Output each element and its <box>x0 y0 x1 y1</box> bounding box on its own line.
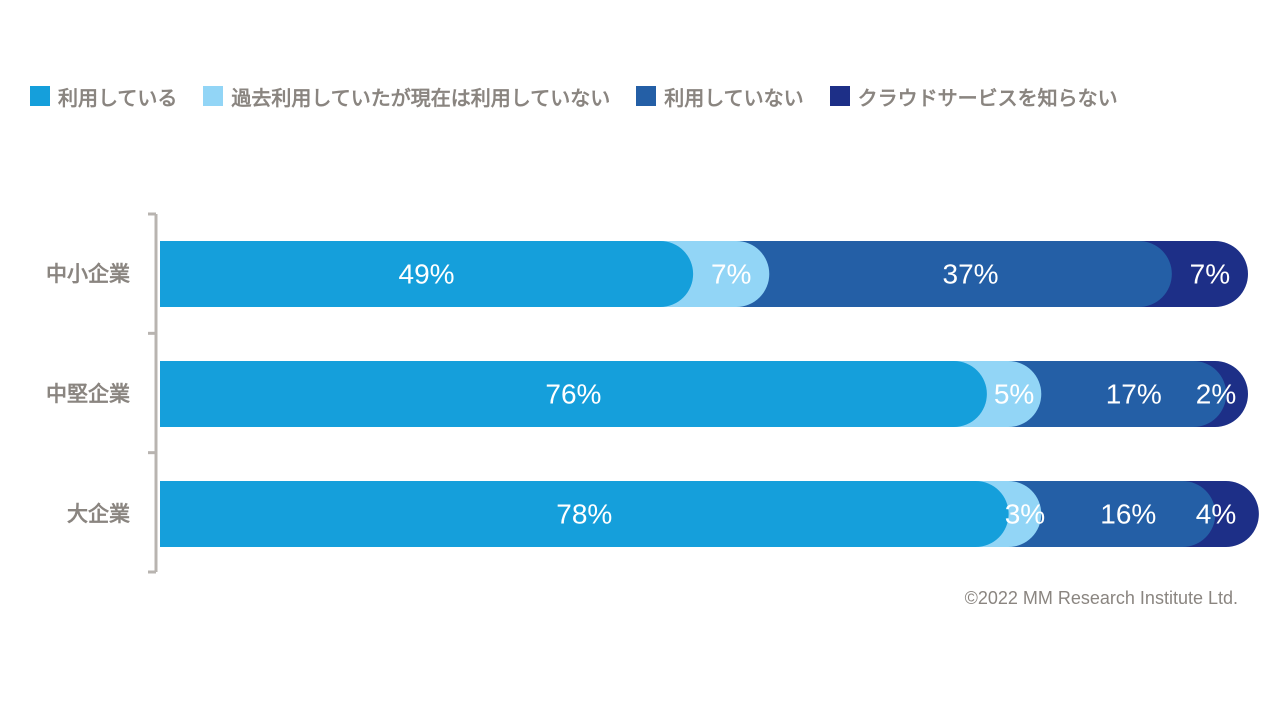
legend-swatch <box>203 86 224 106</box>
legend-item: クラウドサービスを知らない <box>829 82 1118 111</box>
value-label: 37% <box>943 259 999 290</box>
legend-swatch <box>829 86 850 106</box>
bars: 49% 7% 37% 7% 76% 5% 17% 2% 78% 3% 16% 4% <box>160 241 1259 547</box>
legend-swatch <box>30 86 50 106</box>
value-label: 16% <box>1100 499 1156 530</box>
bar-row: 76% 5% 17% 2% <box>160 361 1248 427</box>
legend-item: 利用している <box>30 82 177 111</box>
category-label: 中堅企業 <box>46 382 131 406</box>
value-label: 7% <box>711 259 751 290</box>
value-label: 17% <box>1106 379 1162 410</box>
bar-segment <box>160 481 1009 547</box>
bar-segment <box>160 361 987 427</box>
value-label: 49% <box>399 259 455 290</box>
category-label: 大企業 <box>67 502 131 526</box>
bar-segment <box>160 241 694 307</box>
value-label: 3% <box>1005 499 1045 530</box>
legend-item: 利用していない <box>636 82 804 111</box>
value-label: 2% <box>1196 379 1236 410</box>
value-label: 4% <box>1196 499 1236 530</box>
category-label: 中小企業 <box>46 262 131 286</box>
legend-label: クラウドサービスを知らない <box>857 85 1118 110</box>
legend-label: 利用していない <box>664 85 804 110</box>
legend-label: 過去利用していたが現在は利用していない <box>231 85 611 110</box>
value-label: 78% <box>556 499 612 530</box>
copyright-text: ©2022 MM Research Institute Ltd. <box>964 588 1238 608</box>
bar-row: 49% 7% 37% 7% <box>160 241 1248 307</box>
legend-swatch <box>636 86 657 106</box>
value-label: 76% <box>545 379 601 410</box>
legend-label: 利用している <box>58 85 178 110</box>
value-label: 7% <box>1190 259 1230 290</box>
legend-item: 過去利用していたが現在は利用していない <box>203 82 610 111</box>
value-label: 5% <box>994 379 1034 410</box>
legend: 利用している 過去利用していたが現在は利用していない 利用していない クラウドサービス… <box>30 80 1118 112</box>
bar-row: 78% 3% 16% 4% <box>160 481 1259 547</box>
